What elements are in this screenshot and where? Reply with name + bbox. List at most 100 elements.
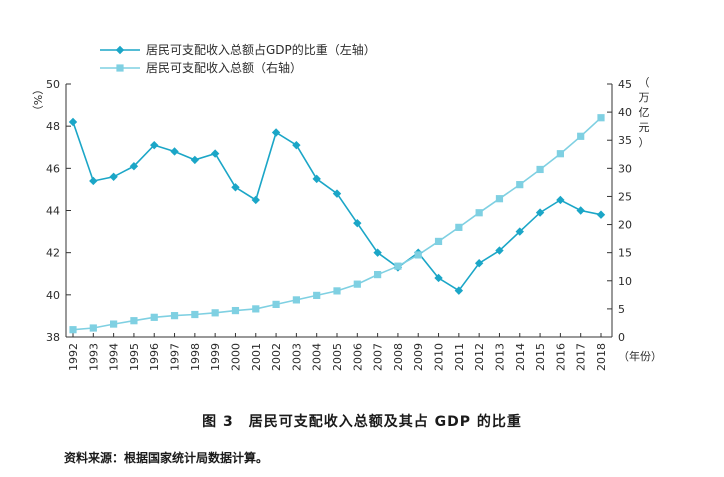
right-axis-label: （万亿元） [639, 76, 650, 149]
series-point-2 [475, 209, 483, 217]
right-axis-ticks: 0 5 10 15 20 25 30 35 40 45 [607, 78, 632, 344]
series-point-1 [89, 176, 98, 186]
series-point-2 [353, 280, 361, 288]
series-point-2 [211, 309, 219, 317]
x-tick-label: 2016 [554, 343, 567, 371]
chart-title: 图 3 居民可支配收入总额及其占 GDP 的比重 [202, 414, 522, 430]
legend: 居民可支配收入总额占GDP的比重（左轴） 居民可支配收入总额（右轴） [100, 42, 376, 75]
right-tick-label: 0 [618, 331, 625, 344]
series-point-2 [170, 312, 179, 320]
series-point-1 [596, 210, 606, 219]
series-point-1 [495, 246, 504, 255]
x-tick-label: 2009 [412, 343, 425, 371]
legend-label-2: 居民可支配收入总额（右轴） [146, 60, 302, 75]
x-tick-label: 1993 [87, 343, 100, 371]
x-tick-label: 2011 [453, 343, 466, 371]
series-point-1 [556, 195, 565, 205]
right-tick-label: 35 [618, 134, 632, 147]
left-tick-label: 44 [46, 205, 60, 218]
x-tick-label: 1997 [169, 343, 182, 371]
series-point-1 [576, 206, 585, 215]
series-point-2 [130, 317, 138, 325]
series-point-1 [68, 117, 78, 127]
series-point-1 [170, 147, 179, 156]
axis-labels: （%） （万亿元） （年份） [31, 76, 662, 363]
left-tick-label: 38 [46, 331, 60, 344]
left-tick-label: 42 [46, 247, 60, 260]
right-tick-label: 5 [618, 303, 625, 316]
series-point-2 [597, 114, 605, 122]
chart-source: 资料来源：根据国家统计局数据计算。 [64, 451, 269, 465]
right-tick-label: 20 [618, 219, 632, 232]
x-tick-label: 2015 [534, 343, 547, 371]
series-point-2 [69, 326, 77, 334]
series-point-2 [536, 165, 544, 174]
right-tick-label: 30 [618, 162, 632, 175]
left-axis-label: （%） [31, 84, 44, 116]
series-point-2 [272, 300, 280, 308]
x-tick-label: 2008 [392, 343, 405, 371]
series-point-1 [373, 248, 382, 257]
x-tick-label: 2005 [331, 343, 344, 371]
series-point-1 [129, 162, 139, 171]
right-tick-label: 10 [618, 275, 632, 288]
series-point-1 [332, 189, 342, 198]
series-point-1 [312, 174, 321, 184]
right-tick-label: 40 [618, 106, 632, 119]
right-tick-label: 25 [618, 190, 632, 203]
legend-marker-2 [116, 64, 124, 72]
series-point-1 [210, 149, 220, 158]
series-point-2 [231, 306, 240, 315]
x-tick-label: 2018 [595, 343, 608, 371]
series-point-2 [110, 320, 118, 328]
x-tick-label: 1998 [189, 343, 202, 371]
series-point-1 [271, 128, 281, 137]
left-tick-label: 46 [46, 162, 60, 175]
series-point-1 [474, 259, 484, 268]
x-tick-label: 2013 [493, 343, 506, 371]
x-tick-label: 2001 [250, 343, 263, 371]
x-tick-label: 2004 [311, 343, 324, 371]
series-point-2 [394, 262, 402, 270]
chart: 居民可支配收入总额占GDP的比重（左轴） 居民可支配收入总额（右轴） 38 40 42… [31, 42, 662, 371]
x-tick-label: 1992 [67, 343, 80, 371]
x-tick-label: 1995 [128, 343, 141, 371]
series-point-1 [251, 195, 260, 205]
series-point-2 [516, 181, 524, 189]
x-tick-label: 1996 [148, 343, 161, 371]
series-point-1 [292, 140, 301, 150]
x-tick-label: 2017 [575, 343, 588, 371]
x-tick-label: 1994 [108, 343, 121, 371]
series-point-1 [454, 286, 464, 295]
series-point-1 [109, 172, 118, 181]
series-point-2 [333, 287, 341, 295]
series-point-2 [577, 132, 585, 140]
legend-marker-1 [115, 45, 125, 55]
x-tick-label: 2006 [351, 343, 364, 371]
x-tick-label: 1999 [209, 343, 222, 371]
series-point-2 [434, 237, 443, 246]
series-point-1 [190, 155, 200, 165]
series-point-2 [495, 195, 504, 203]
series-point-2 [150, 313, 158, 321]
axes [65, 84, 613, 338]
series-point-2 [292, 296, 300, 304]
x-axis-ticks: 1992 1993 1994 1995 1996 1997 1998 1999 2000 2001… [67, 333, 608, 371]
x-tick-label: 2012 [473, 343, 486, 371]
series-point-2 [313, 291, 321, 299]
series-point-1 [535, 208, 545, 217]
series-point-2 [252, 305, 260, 313]
series-point-2 [191, 310, 199, 319]
series-point-1 [231, 183, 240, 192]
left-axis-ticks: 38 40 42 44 46 48 50 [46, 78, 71, 344]
series-line-2 [72, 117, 602, 331]
x-tick-label: 2000 [229, 343, 242, 371]
series-point-1 [515, 227, 524, 236]
right-tick-label: 45 [618, 78, 632, 91]
right-tick-label: 15 [618, 247, 632, 260]
legend-label-1: 居民可支配收入总额占GDP的比重（左轴） [146, 42, 376, 57]
x-tick-label: 2003 [290, 343, 303, 371]
series-point-2 [414, 251, 422, 259]
left-tick-label: 40 [46, 289, 60, 302]
series-point-2 [556, 150, 564, 158]
